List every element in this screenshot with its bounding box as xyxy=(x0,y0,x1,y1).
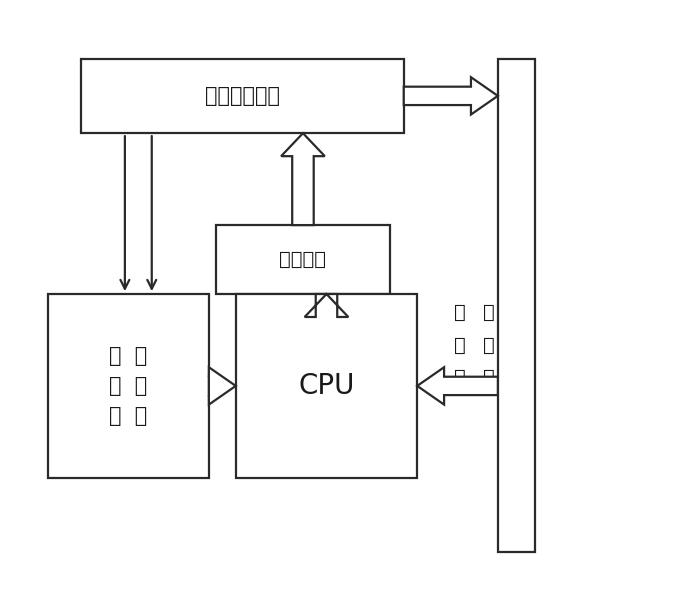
Bar xyxy=(81,59,404,133)
Text: 遥
检
电: 遥 检 电 xyxy=(454,303,466,387)
Bar xyxy=(498,59,535,552)
Polygon shape xyxy=(209,367,236,404)
Bar xyxy=(48,294,209,478)
Polygon shape xyxy=(404,77,498,114)
Polygon shape xyxy=(417,367,498,404)
Text: 磁保持继电器: 磁保持继电器 xyxy=(205,86,280,106)
Bar xyxy=(236,294,417,478)
Text: 信
测
路: 信 测 路 xyxy=(483,303,495,387)
Bar xyxy=(216,225,391,294)
Polygon shape xyxy=(281,133,325,225)
Polygon shape xyxy=(304,294,349,317)
Text: CPU: CPU xyxy=(298,372,355,400)
Text: 采  样
调  理
模  块: 采 样 调 理 模 块 xyxy=(109,346,148,425)
Text: 控制电路: 控制电路 xyxy=(279,250,326,269)
